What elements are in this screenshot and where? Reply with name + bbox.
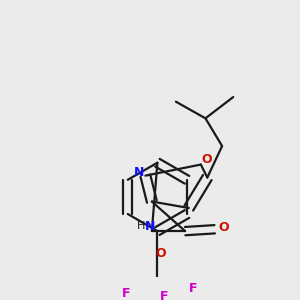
Text: O: O xyxy=(219,221,229,234)
Text: O: O xyxy=(201,153,212,167)
Text: F: F xyxy=(122,287,130,300)
Text: H: H xyxy=(136,221,145,232)
Text: O: O xyxy=(156,247,167,260)
Text: N: N xyxy=(134,167,144,179)
Text: F: F xyxy=(189,282,198,295)
Text: N: N xyxy=(145,220,155,233)
Text: F: F xyxy=(160,290,168,300)
